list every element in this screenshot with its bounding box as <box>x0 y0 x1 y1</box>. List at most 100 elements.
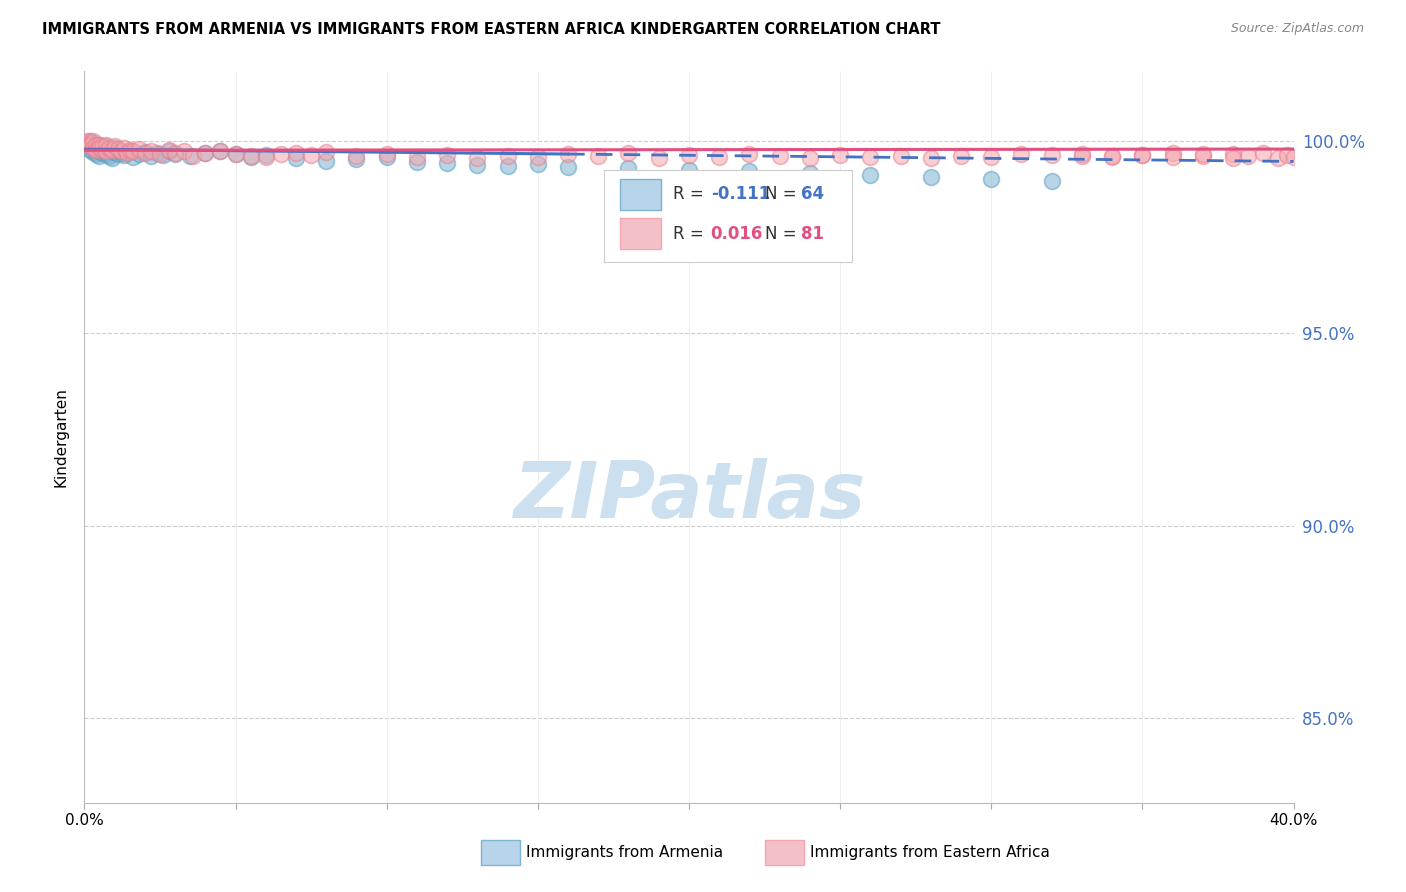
Point <box>436 156 458 170</box>
Point <box>1130 148 1153 162</box>
Point <box>239 150 262 164</box>
Point <box>97 145 120 159</box>
Point <box>254 148 277 162</box>
Point <box>110 145 132 159</box>
Point <box>299 148 322 162</box>
Point <box>134 145 156 160</box>
Point <box>91 142 114 156</box>
Text: R =: R = <box>673 186 709 203</box>
Point <box>121 145 143 159</box>
Point <box>79 139 101 153</box>
Point <box>1101 150 1123 164</box>
Point <box>89 138 111 153</box>
Point <box>467 157 489 171</box>
Point <box>79 143 101 157</box>
Point <box>86 143 108 157</box>
Point <box>859 150 882 164</box>
Point <box>980 172 1002 186</box>
Point <box>107 142 129 156</box>
Text: 0.016: 0.016 <box>710 225 763 243</box>
Point <box>157 143 180 157</box>
Y-axis label: Kindergarten: Kindergarten <box>53 387 69 487</box>
Point <box>89 149 111 163</box>
Point <box>270 147 292 161</box>
Point <box>157 145 180 159</box>
Point <box>194 145 217 160</box>
Point <box>406 150 429 164</box>
Point <box>1192 147 1215 161</box>
Point <box>617 145 640 160</box>
Point <box>527 157 550 171</box>
Point <box>173 145 195 159</box>
Point <box>128 142 150 156</box>
Text: IMMIGRANTS FROM ARMENIA VS IMMIGRANTS FROM EASTERN AFRICA KINDERGARTEN CORRELATI: IMMIGRANTS FROM ARMENIA VS IMMIGRANTS FR… <box>42 22 941 37</box>
Point <box>950 149 973 163</box>
Point <box>467 151 489 165</box>
Text: -0.111: -0.111 <box>710 186 770 203</box>
Point <box>139 145 162 159</box>
Point <box>104 145 127 160</box>
Point <box>1282 150 1305 164</box>
Point <box>82 145 104 160</box>
Point <box>118 143 141 157</box>
Point <box>709 150 731 164</box>
Point <box>149 147 172 161</box>
Point <box>315 145 337 160</box>
Point <box>496 159 519 173</box>
Point <box>118 145 141 159</box>
Point <box>76 139 98 153</box>
Point <box>82 141 104 155</box>
Text: Immigrants from Eastern Africa: Immigrants from Eastern Africa <box>810 845 1050 860</box>
Point <box>1253 145 1275 160</box>
Point <box>557 160 579 174</box>
Point <box>1040 174 1063 188</box>
Point <box>128 147 150 161</box>
Point <box>181 149 204 163</box>
Text: 64: 64 <box>801 186 824 203</box>
Text: Immigrants from Armenia: Immigrants from Armenia <box>526 845 723 860</box>
Point <box>209 145 232 159</box>
Point <box>1071 147 1094 161</box>
Point <box>1222 151 1244 165</box>
Point <box>146 145 169 160</box>
Point <box>1011 147 1033 161</box>
FancyBboxPatch shape <box>605 170 852 261</box>
Point <box>1161 150 1184 164</box>
Point <box>920 170 942 185</box>
Point <box>254 150 277 164</box>
Point <box>82 135 104 149</box>
Point <box>799 151 821 165</box>
Point <box>1071 149 1094 163</box>
Point <box>115 145 138 160</box>
Point <box>100 143 122 157</box>
Point <box>121 150 143 164</box>
Point <box>115 145 138 160</box>
Point <box>94 143 117 157</box>
Point <box>1222 147 1244 161</box>
Point <box>1267 151 1289 165</box>
Point <box>112 148 135 162</box>
Point <box>165 145 187 160</box>
Point <box>678 148 700 162</box>
Point <box>97 141 120 155</box>
Point <box>406 154 429 169</box>
Point <box>738 164 761 178</box>
Point <box>225 147 247 161</box>
Point <box>1040 148 1063 162</box>
Point <box>830 148 852 162</box>
Point <box>107 147 129 161</box>
Point <box>104 141 127 155</box>
Point <box>91 139 114 153</box>
Point <box>89 145 111 159</box>
Point <box>1101 149 1123 163</box>
Point <box>436 148 458 162</box>
Point <box>496 149 519 163</box>
Point <box>890 149 912 163</box>
FancyBboxPatch shape <box>481 840 520 865</box>
Point <box>1161 145 1184 160</box>
Point <box>1130 148 1153 162</box>
Point <box>194 145 217 160</box>
Point <box>1277 148 1299 162</box>
Point <box>152 148 174 162</box>
Point <box>86 137 108 152</box>
